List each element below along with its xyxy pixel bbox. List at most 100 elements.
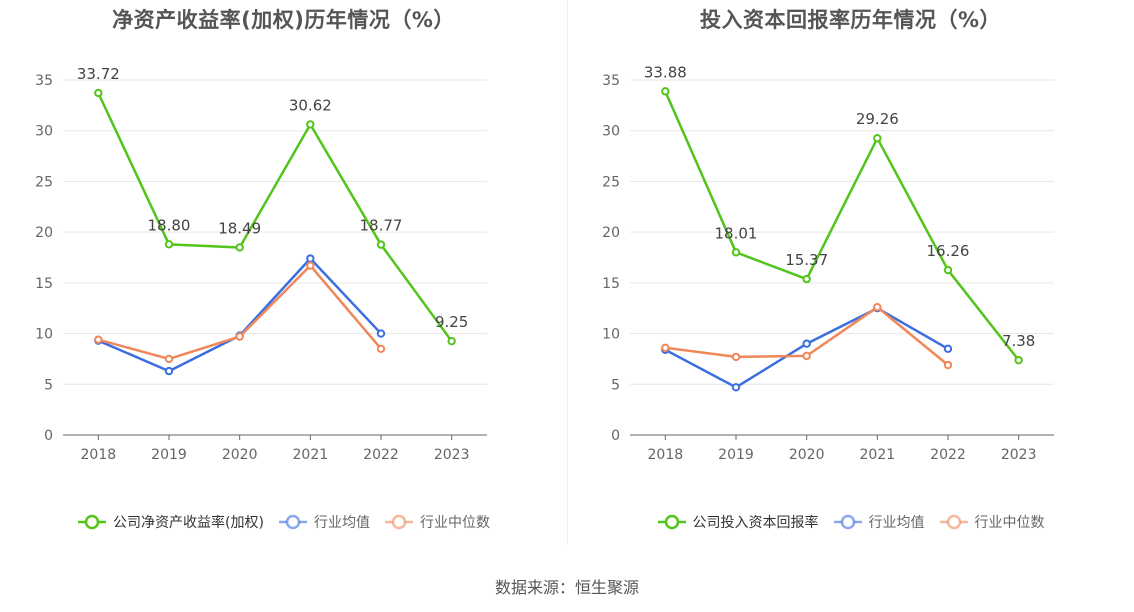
roe-line-chart: 0 5 10 15 20 25 30 35 2018 2019 2020 2021 2022 2023 33…	[35, 65, 487, 463]
x-tick-label: 2021	[860, 447, 896, 463]
data-label: 33.72	[77, 65, 120, 83]
y-tick-label: 15	[602, 276, 620, 292]
legend-label: 行业中位数	[974, 515, 1045, 531]
industry-avg-series-point	[731, 383, 741, 392]
x-tick-label: 2018	[648, 447, 684, 463]
industry-median-series-point	[94, 335, 103, 344]
company-series-line	[664, 90, 1020, 361]
legend-marker-icon	[78, 514, 107, 530]
industry-median-series-point	[943, 360, 953, 370]
data-label: 9.25	[435, 313, 468, 331]
x-tick-label: 2019	[151, 447, 187, 463]
legend-item-company-series[interactable]: 公司投入资本回报率	[657, 512, 819, 532]
industry-median-series-point	[661, 343, 670, 352]
y-tick-label: 0	[44, 428, 53, 444]
industry-avg-series-point	[164, 366, 174, 376]
x-tick-label: 2023	[1001, 447, 1037, 463]
x-tick-label: 2020	[789, 447, 825, 463]
data-label: 15.37	[785, 251, 828, 269]
data-label: 30.62	[289, 96, 332, 114]
company-series-point	[731, 248, 741, 257]
x-tick-label: 2020	[222, 447, 258, 463]
legend-item-company-series[interactable]: 公司净资产收益率(加权)	[77, 512, 264, 532]
company-series-point	[661, 87, 670, 96]
y-tick-label: 30	[602, 124, 620, 140]
x-tick-label: 2022	[930, 447, 966, 463]
data-source-note: 数据来源：恒生聚源	[494, 578, 639, 597]
legend-marker-icon	[833, 514, 862, 530]
legend-label: 行业均值	[868, 515, 925, 531]
industry-median-series-point	[376, 344, 386, 353]
y-tick-label: 35	[602, 73, 620, 89]
company-series-line	[97, 92, 453, 342]
legend-label: 公司净资产收益率(加权)	[113, 515, 264, 531]
y-tick-label: 10	[602, 327, 620, 343]
industry-avg-series-point	[943, 344, 953, 353]
industry-median-series-point	[802, 351, 811, 361]
x-tick-label: 2023	[434, 447, 470, 463]
data-label: 18.01	[715, 224, 758, 242]
x-tick-label: 2019	[718, 447, 754, 463]
company-series-point	[235, 243, 244, 252]
legend-label: 行业中位数	[419, 515, 490, 531]
industry-median-series-line	[98, 264, 382, 361]
company-series-point	[447, 336, 456, 346]
y-tick-label: 20	[35, 225, 53, 241]
industry-median-series-point	[235, 332, 244, 341]
data-label: 18.77	[360, 217, 403, 235]
legend-item-industry-avg-series[interactable]: 行业均值	[833, 512, 925, 532]
company-series-point	[1014, 355, 1023, 365]
y-tick-label: 25	[602, 174, 620, 190]
company-series-point	[306, 120, 315, 129]
data-label: 7.38	[1002, 332, 1035, 350]
company-series-point	[376, 240, 386, 249]
x-tick-label: 2018	[81, 447, 117, 463]
x-tick-label: 2021	[293, 447, 329, 463]
roe-chart-panel: 净资产收益率(加权)历年情况（%） 0 5 10 15 20 25 30 35 2018 2019…	[0, 0, 567, 560]
company-series-point	[943, 265, 953, 275]
industry-median-series-point	[164, 354, 174, 364]
y-tick-label: 20	[602, 225, 620, 241]
data-label: 33.88	[644, 63, 687, 81]
company-series-point	[94, 88, 103, 98]
y-tick-label: 0	[611, 428, 620, 444]
chart-legend: 公司投入资本回报率 行业均值 行业中位数	[567, 508, 1134, 536]
industry-median-series-point	[873, 303, 882, 312]
y-tick-label: 10	[35, 327, 53, 343]
y-tick-label: 5	[44, 377, 53, 393]
company-series-point	[873, 134, 882, 143]
data-label: 18.80	[148, 216, 191, 234]
legend-marker-icon	[939, 514, 968, 530]
legend-marker-icon	[278, 514, 307, 530]
y-tick-label: 15	[35, 276, 53, 292]
legend-marker-icon	[384, 514, 413, 530]
y-tick-label: 5	[611, 377, 620, 393]
legend-label: 行业均值	[313, 515, 370, 531]
legend-marker-icon	[657, 514, 686, 530]
roic-line-chart: 0 5 10 15 20 25 30 35 2018 2019 2020 2021 2022 2023 33…	[602, 63, 1054, 463]
industry-median-series-point	[306, 261, 315, 270]
chart-title: 净资产收益率(加权)历年情况（%）	[112, 8, 455, 32]
data-label: 16.26	[927, 242, 970, 260]
roic-chart-panel: 投入资本回报率历年情况（%） 0 5 10 15 20 25 30 35 2018 2019 202…	[567, 0, 1134, 560]
x-tick-label: 2022	[363, 447, 399, 463]
company-series-point	[802, 274, 811, 284]
industry-avg-series-point	[306, 254, 315, 263]
industry-median-series-point	[731, 352, 741, 362]
legend-item-industry-median-series[interactable]: 行业中位数	[939, 512, 1045, 532]
industry-avg-series-line	[97, 257, 382, 373]
industry-avg-series-point	[802, 339, 811, 348]
industry-avg-series-point	[376, 329, 386, 338]
y-tick-label: 30	[35, 124, 53, 140]
legend-label: 公司投入资本回报率	[692, 515, 819, 531]
chart-legend: 公司净资产收益率(加权) 行业均值 行业中位数	[0, 508, 567, 536]
data-label: 29.26	[856, 110, 899, 128]
data-label: 18.49	[218, 219, 261, 237]
panel-divider	[567, 0, 568, 545]
y-tick-label: 25	[35, 174, 53, 190]
chart-title: 投入资本回报率历年情况（%）	[699, 8, 1002, 32]
legend-item-industry-median-series[interactable]: 行业中位数	[384, 512, 490, 532]
y-tick-label: 35	[35, 73, 53, 89]
legend-item-industry-avg-series[interactable]: 行业均值	[278, 512, 370, 532]
company-series-point	[164, 240, 174, 249]
